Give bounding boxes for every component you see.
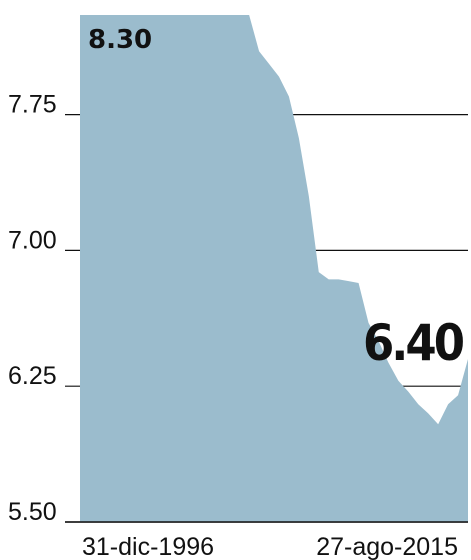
x-tick-label: 27-ago-2015 — [316, 533, 458, 560]
y-tick-label: 7.75 — [8, 91, 57, 119]
y-tick-label: 5.50 — [8, 498, 57, 526]
end-annotation: 6.40 — [363, 314, 464, 372]
area — [80, 15, 468, 522]
y-tick-label: 6.25 — [8, 362, 57, 390]
start-annotation: 8.30 — [88, 25, 152, 55]
x-tick-label: 31-dic-1996 — [82, 533, 214, 560]
y-tick-label: 7.00 — [8, 226, 57, 254]
